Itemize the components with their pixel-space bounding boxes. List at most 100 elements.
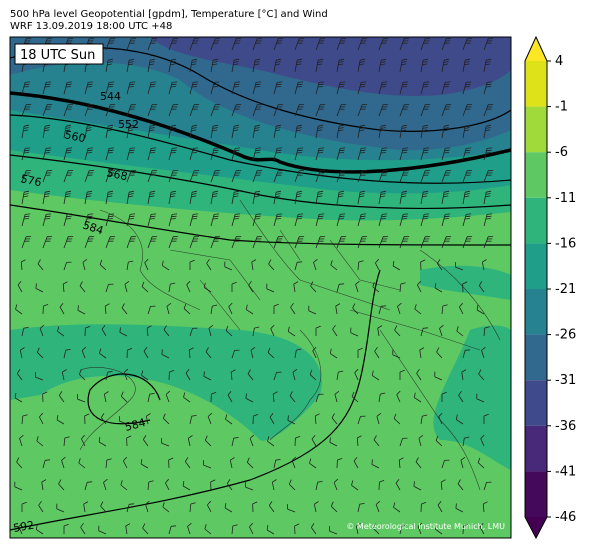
wind-barb (63, 81, 73, 95)
wind-barb (252, 190, 261, 205)
wind-barb (455, 414, 464, 425)
wind-barb (226, 479, 233, 491)
wind-barb (249, 434, 255, 447)
wind-barb (61, 369, 67, 381)
wind-barb (293, 281, 299, 293)
wind-barb (351, 480, 359, 491)
wind-barb (126, 38, 137, 51)
wind-barb (98, 437, 107, 447)
wind-barb (168, 81, 178, 95)
temp-band (433, 325, 511, 470)
colorbar-band (525, 152, 547, 198)
wind-barb (231, 349, 240, 359)
colorbar: 4 -1 -6 -11 -16 -21 -26 -31 -36 -41 -46 (524, 35, 576, 540)
subtitle: WRF 13.09.2019 18:00 UTC +48 (10, 21, 172, 32)
wind-barb (168, 282, 176, 293)
wind-barb (231, 58, 240, 73)
wind-barb (126, 124, 135, 139)
wind-barb (294, 436, 301, 447)
wind-barb (189, 213, 199, 227)
wind-barb (310, 281, 317, 293)
wind-barb (210, 213, 220, 227)
wind-barb (273, 81, 283, 95)
wind-barb (420, 104, 431, 117)
wind-barb (462, 281, 468, 293)
wind-barb (125, 523, 131, 535)
wind-barb (315, 213, 325, 227)
wind-barb (399, 525, 407, 535)
time-label: 18 UTC Sun (20, 48, 95, 63)
wind-barb (147, 147, 157, 161)
wind-barb (315, 325, 321, 336)
wind-barb (229, 457, 235, 469)
wind-barb (210, 147, 220, 161)
wind-barb (266, 525, 275, 535)
wind-barb (16, 457, 23, 469)
wind-barb (378, 236, 389, 249)
wind-barb (99, 348, 107, 359)
wind-barb (394, 325, 401, 337)
wind-barb (373, 435, 380, 447)
wind-barb (483, 413, 489, 424)
wind-barb (462, 436, 470, 447)
wind-barb (187, 435, 193, 447)
wind-barb (145, 413, 151, 425)
wind-barb (378, 392, 386, 403)
wind-barb (476, 305, 485, 315)
wind-barb (483, 104, 494, 117)
wind-barb (483, 236, 494, 249)
coastlines (79, 199, 501, 491)
wind-barb (168, 236, 179, 249)
wind-barb (105, 38, 116, 51)
wind-barb (308, 305, 317, 315)
wind-barb (231, 38, 242, 51)
wind-barb (351, 391, 359, 403)
wind-barb (288, 479, 296, 491)
wind-barb (462, 236, 473, 249)
wind-barb (126, 58, 135, 73)
wind-barb (252, 236, 263, 249)
wind-barb (392, 261, 401, 271)
wind-barb (434, 371, 443, 381)
wind-barb (126, 236, 137, 249)
wind-barb (333, 478, 339, 491)
wind-barb (126, 503, 135, 513)
wind-barb (399, 369, 405, 380)
wind-barb (105, 190, 114, 205)
wind-barb (336, 58, 345, 73)
wind-barb (119, 327, 128, 337)
wind-barb (231, 236, 242, 249)
wind-barb (210, 81, 220, 95)
wind-barb (357, 104, 368, 117)
wind-barb (438, 412, 443, 425)
wind-barb (203, 460, 212, 469)
wind-barb (434, 283, 443, 293)
wind-barb (397, 302, 402, 315)
wind-barb (441, 190, 450, 205)
wind-barb (252, 501, 258, 513)
wind-barb (21, 104, 32, 117)
wind-barb (355, 280, 360, 293)
wind-barb (84, 213, 94, 227)
wind-barb (462, 58, 471, 73)
wind-barb (399, 147, 409, 161)
wind-barb (479, 522, 485, 535)
wind-barb (441, 38, 452, 51)
wind-barb (210, 479, 216, 491)
wind-barb (290, 302, 296, 315)
wind-barb (147, 124, 156, 139)
wind-barb (123, 456, 128, 469)
wind-barb (336, 213, 346, 227)
wind-barb (441, 170, 452, 183)
wind-barb (357, 503, 365, 513)
wind-barb (250, 346, 256, 359)
wind-barb (84, 170, 95, 183)
wind-barb (287, 415, 296, 425)
wind-barb (294, 261, 303, 271)
wind-barb (208, 324, 214, 337)
wind-barb (21, 213, 31, 227)
colorbar-tick-label: -36 (555, 419, 576, 434)
wind-barb (35, 524, 44, 535)
colorbar-tick-label: 4 (555, 54, 563, 69)
wind-barbs (14, 38, 494, 535)
